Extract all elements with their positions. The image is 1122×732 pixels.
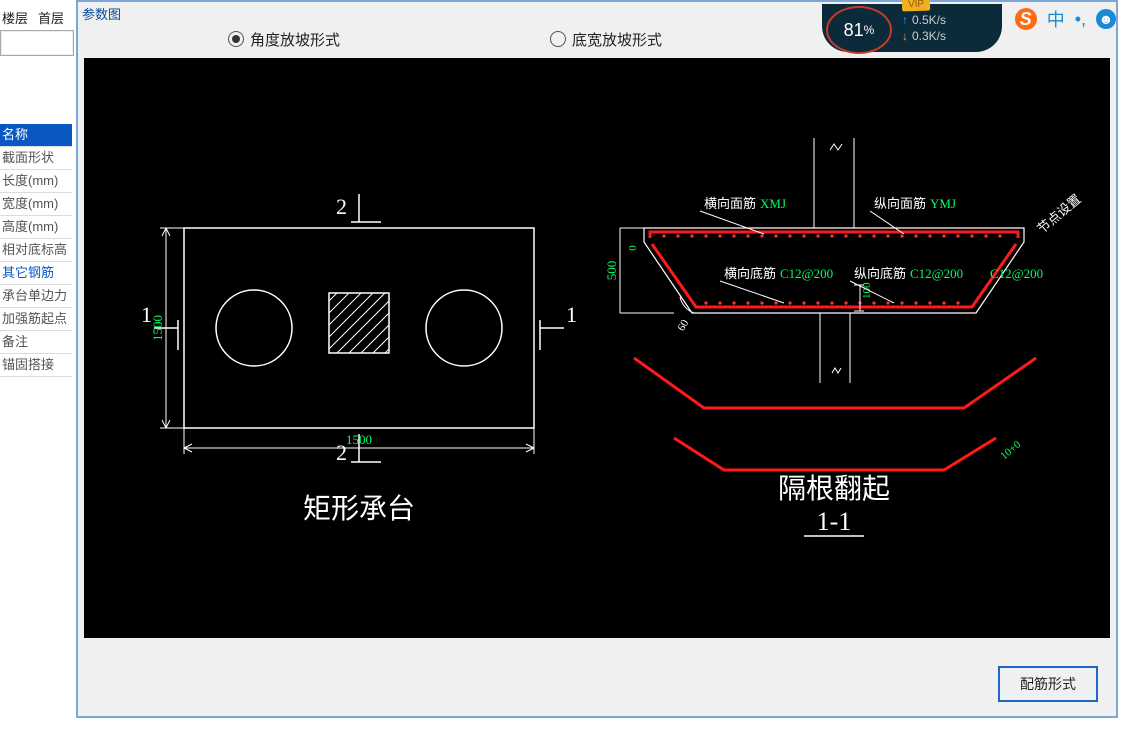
ime-dots-icon[interactable]: •,: [1075, 9, 1086, 30]
property-list: 名称截面形状长度(mm)宽度(mm)高度(mm)相对底标高其它钢筋承台单边力加强…: [0, 124, 72, 377]
svg-text:0: 0: [627, 245, 639, 251]
radio-dot-icon: [228, 31, 244, 47]
property-row[interactable]: 名称: [0, 124, 72, 147]
svg-text:100: 100: [861, 282, 873, 299]
svg-text:1500: 1500: [150, 315, 165, 341]
svg-text:YMJ: YMJ: [930, 196, 956, 211]
property-row[interactable]: 宽度(mm): [0, 193, 72, 216]
arrow-up-icon: ↑: [902, 13, 908, 27]
property-row[interactable]: 加强筋起点: [0, 308, 72, 331]
sogou-icon[interactable]: S: [1015, 8, 1037, 30]
network-speed-widget[interactable]: VIP 81% ↑0.5K/s ↓0.3K/s: [822, 4, 1002, 52]
parameter-diagram-panel: 参数图 角度放坡形式 底宽放坡形式 112215001500矩形承台500060…: [76, 0, 1118, 718]
property-row[interactable]: 相对底标高: [0, 239, 72, 262]
face-icon[interactable]: ☻: [1096, 9, 1116, 29]
vip-badge: VIP: [902, 0, 931, 11]
svg-text:横向面筋: 横向面筋: [704, 196, 756, 211]
left-search-input[interactable]: [0, 30, 74, 56]
left-sidebar: 楼层 首层 名称截面形状长度(mm)宽度(mm)高度(mm)相对底标高其它钢筋承…: [0, 0, 72, 732]
svg-text:矩形承台: 矩形承台: [303, 493, 415, 525]
radio-width-label: 底宽放坡形式: [572, 29, 662, 50]
ime-indicator[interactable]: 中: [1047, 6, 1065, 32]
property-row[interactable]: 长度(mm): [0, 170, 72, 193]
radio-angle-slope[interactable]: 角度放坡形式: [228, 24, 340, 54]
svg-text:1500: 1500: [346, 432, 372, 447]
property-row[interactable]: 高度(mm): [0, 216, 72, 239]
radio-angle-label: 角度放坡形式: [250, 29, 340, 50]
svg-text:C12@200: C12@200: [910, 266, 963, 281]
radio-width-slope[interactable]: 底宽放坡形式: [550, 24, 662, 54]
download-speed: ↓0.3K/s: [902, 28, 946, 44]
svg-text:C12@200: C12@200: [990, 266, 1043, 281]
upload-speed: ↑0.5K/s: [902, 12, 946, 28]
arrow-down-icon: ↓: [902, 29, 908, 43]
property-row[interactable]: 截面形状: [0, 147, 72, 170]
speed-percent: 81%: [826, 6, 892, 54]
rebar-form-button[interactable]: 配筋形式: [998, 666, 1098, 702]
left-tab-floor[interactable]: 楼层: [0, 6, 30, 29]
left-tab-first-floor[interactable]: 首层: [36, 6, 66, 29]
diagram-svg: 112215001500矩形承台50006010010+0节点设置横向面筋XMJ…: [84, 58, 1110, 638]
property-row[interactable]: 其它钢筋: [0, 262, 72, 285]
svg-text:1: 1: [566, 302, 577, 327]
diagram-canvas: 112215001500矩形承台50006010010+0节点设置横向面筋XMJ…: [84, 58, 1110, 638]
svg-text:横向底筋: 横向底筋: [724, 266, 776, 281]
property-row[interactable]: 备注: [0, 331, 72, 354]
svg-text:500: 500: [604, 261, 619, 281]
svg-text:纵向面筋: 纵向面筋: [874, 196, 926, 211]
svg-text:隔根翻起: 隔根翻起: [778, 473, 890, 505]
radio-dot-icon: [550, 31, 566, 47]
property-row[interactable]: 承台单边力: [0, 285, 72, 308]
property-row[interactable]: 锚固搭接: [0, 354, 72, 377]
svg-text:XMJ: XMJ: [760, 196, 786, 211]
svg-text:1-1: 1-1: [817, 507, 852, 536]
system-overlay: VIP 81% ↑0.5K/s ↓0.3K/s S 中 •, ☻: [822, 0, 1122, 60]
svg-text:纵向底筋: 纵向底筋: [854, 266, 906, 281]
svg-text:C12@200: C12@200: [780, 266, 833, 281]
panel-title: 参数图: [82, 4, 121, 23]
svg-text:2: 2: [336, 194, 347, 219]
